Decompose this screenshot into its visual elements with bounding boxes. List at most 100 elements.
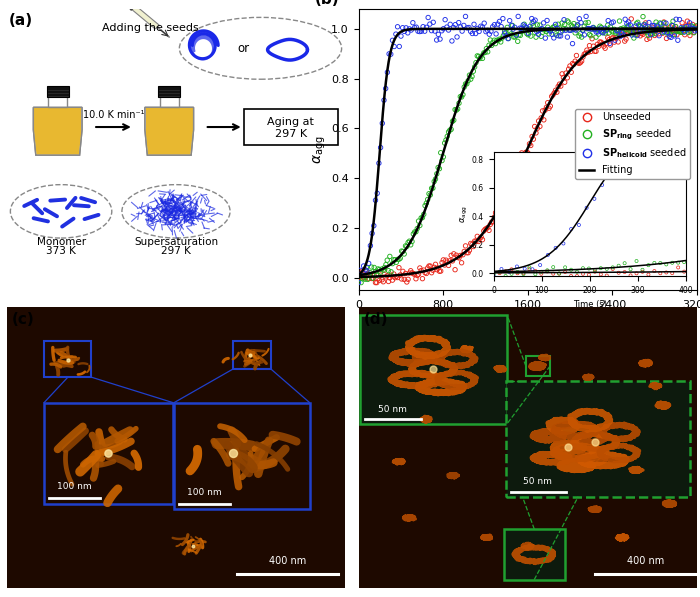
Point [418, 210, 429, 219]
Ellipse shape [179, 17, 342, 79]
Point [363, 274, 374, 284]
Point [503, 34, 514, 44]
Point [617, 27, 628, 37]
Point [494, 17, 505, 26]
Point [502, 23, 513, 32]
Point [521, 23, 532, 32]
Point [357, 274, 368, 284]
Point [473, 237, 484, 247]
Point [523, 149, 534, 158]
Point [555, 81, 566, 91]
Point [671, 14, 682, 24]
Point [612, 37, 624, 47]
Point [552, 30, 563, 40]
Point [622, 28, 633, 38]
Point [567, 21, 578, 31]
Point [622, 19, 633, 29]
Point [617, 27, 628, 36]
Point [550, 20, 561, 29]
Point [631, 19, 642, 28]
Point [542, 23, 553, 32]
Point [387, 36, 398, 45]
Point [475, 232, 486, 242]
Point [402, 238, 414, 247]
Point [431, 35, 442, 45]
Point [546, 24, 557, 34]
Point [470, 58, 482, 67]
Point [650, 29, 662, 39]
Ellipse shape [10, 184, 112, 238]
Point [690, 24, 700, 33]
Point [434, 266, 445, 276]
Point [653, 24, 664, 33]
Point [610, 35, 621, 45]
Point [656, 24, 667, 33]
Point [382, 271, 393, 281]
Point [508, 24, 519, 34]
Point [657, 27, 668, 37]
Point [653, 29, 664, 39]
Point [678, 23, 689, 33]
Point [603, 28, 615, 38]
Point [355, 266, 366, 275]
Point [398, 249, 409, 259]
Point [593, 42, 604, 51]
Point [566, 67, 577, 77]
Point [407, 229, 419, 239]
Point [407, 18, 419, 27]
Point [460, 79, 471, 89]
Point [619, 24, 630, 34]
Point [484, 226, 495, 235]
Point [623, 21, 634, 30]
Point [563, 17, 574, 27]
Point [591, 27, 602, 37]
Point [448, 23, 459, 32]
Point [579, 30, 590, 39]
Point [499, 193, 510, 202]
Point [665, 30, 676, 39]
Point [449, 20, 461, 29]
Point [559, 20, 570, 29]
Point [409, 269, 420, 279]
X-axis label: Time (s): Time (s) [502, 315, 553, 328]
Point [363, 270, 374, 280]
Point [399, 27, 410, 36]
Point [414, 263, 426, 273]
Point [556, 69, 568, 79]
Point [439, 139, 450, 148]
Point [368, 273, 379, 283]
Point [402, 275, 414, 284]
Point [609, 24, 620, 34]
Point [369, 271, 380, 281]
Point [534, 122, 545, 131]
Point [643, 18, 655, 27]
Point [538, 25, 550, 35]
Point [528, 134, 539, 144]
Point [548, 33, 559, 43]
Point [648, 21, 659, 30]
Point [533, 26, 544, 35]
Point [673, 26, 684, 36]
Point [353, 274, 364, 284]
Point [470, 236, 482, 246]
Point [676, 27, 687, 37]
Point [507, 173, 518, 182]
Point [360, 265, 371, 275]
Point [572, 20, 583, 30]
Point [541, 103, 552, 112]
Point [579, 21, 590, 31]
Point [513, 30, 524, 39]
Point [504, 16, 515, 26]
Point [576, 32, 587, 42]
Point [679, 23, 690, 33]
Point [597, 39, 608, 48]
Point [523, 30, 534, 39]
Point [435, 148, 447, 158]
Point [407, 268, 418, 278]
Point [356, 270, 367, 279]
Point [561, 24, 572, 33]
Point [632, 30, 643, 39]
Point [582, 18, 594, 27]
Point [426, 26, 437, 35]
Point [683, 27, 694, 37]
